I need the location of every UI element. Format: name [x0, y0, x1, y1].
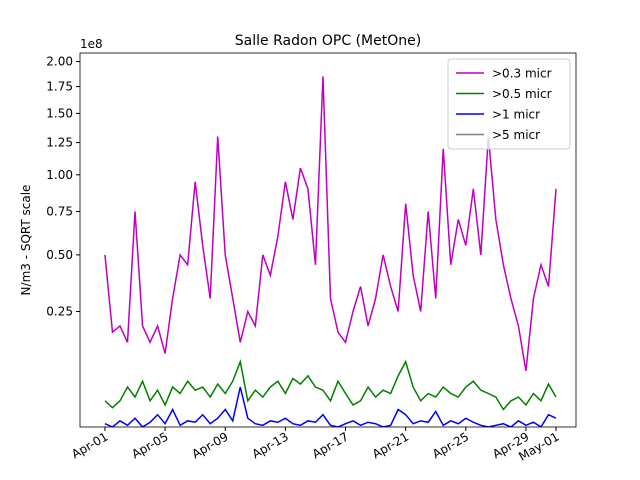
y-tick-label: 1.00 [46, 168, 73, 182]
legend-label: >0.3 micr [492, 67, 552, 81]
legend-label: >0.5 micr [492, 87, 552, 101]
y-tick-label: 1.75 [46, 80, 73, 94]
legend-box [447, 58, 571, 150]
legend-label: >1 micr [492, 108, 540, 122]
x-tick-label: Apr-01 [69, 429, 110, 461]
x-tick-label: Apr-13 [250, 429, 291, 461]
y-tick-label: 1.25 [46, 136, 73, 150]
series-line [104, 359, 557, 411]
y-tick-label: 0.75 [46, 204, 73, 218]
legend-label: >5 micr [492, 128, 540, 142]
y-tick-label: 1.50 [46, 106, 73, 120]
y-tick-label: 0.25 [46, 304, 73, 318]
y-tick-label: 2.00 [46, 55, 73, 69]
y-offset-label: 1e8 [80, 37, 103, 51]
x-tick-label: Apr-25 [430, 429, 471, 461]
x-tick-label: Apr-21 [370, 429, 411, 461]
y-axis-label: N/m3 - SQRT scale [19, 185, 33, 296]
series-line [104, 76, 557, 371]
x-tick-label: Apr-09 [189, 429, 230, 461]
chart-title: Salle Radon OPC (MetOne) [235, 33, 421, 49]
x-tick-label: Apr-17 [310, 429, 351, 461]
y-tick-label: 0.50 [46, 248, 73, 262]
series-line [104, 386, 557, 427]
plot-area [104, 76, 557, 427]
x-tick-label: Apr-05 [129, 429, 170, 461]
axes-frame [79, 52, 577, 428]
